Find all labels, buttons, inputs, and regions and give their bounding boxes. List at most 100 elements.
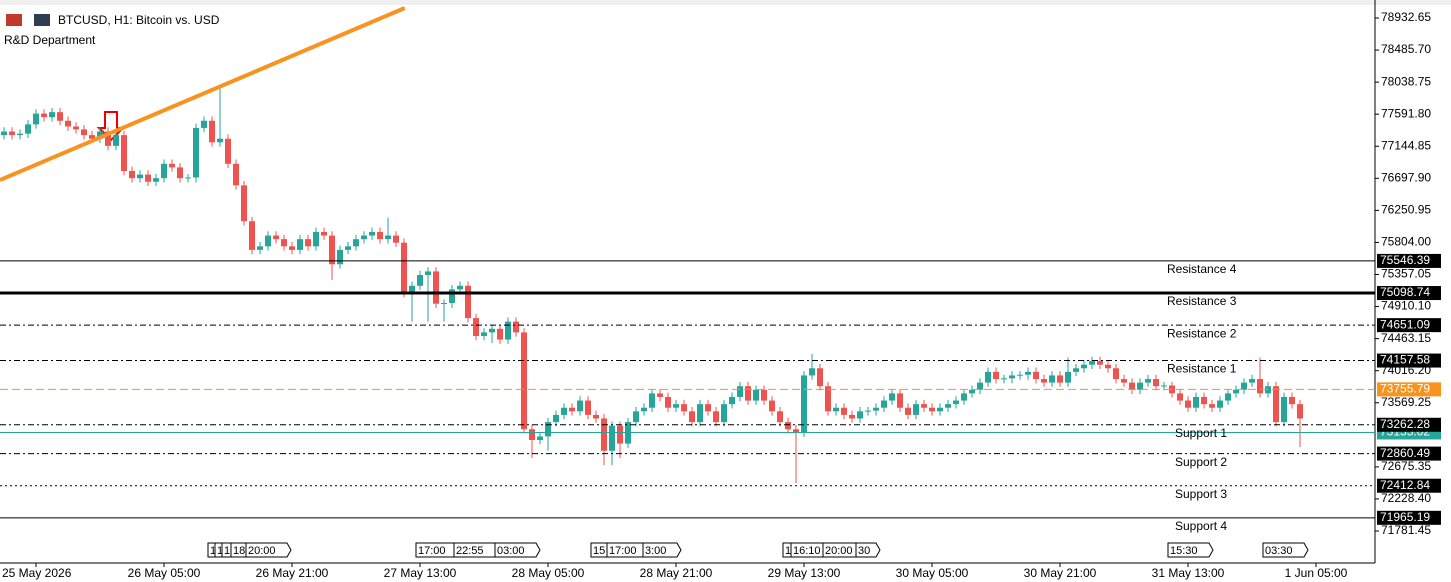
candle-body [681,404,687,412]
candle-body [137,174,143,179]
candle-body [33,113,39,125]
y-tick-label: 77591.80 [1381,106,1431,120]
candle-body [665,396,671,408]
candle-body [769,400,775,412]
candle-body [57,112,63,121]
y-tick-label: 77144.85 [1381,138,1431,152]
candle-body [457,285,463,290]
y-tick-label: 72228.40 [1381,491,1431,505]
candle-body [193,127,199,178]
candle-body [553,414,559,423]
event-flag [1262,542,1309,558]
chart-title: BTCUSD, H1: Bitcoin vs. USD [58,13,220,27]
level-value-box [1377,353,1441,368]
event-label: 18 [233,545,245,557]
event-label: 1 [210,545,216,557]
y-tick-label: 74910.10 [1381,299,1431,313]
symbol-icons [6,14,50,26]
candle-body [1233,389,1239,394]
candle-body [705,404,711,412]
candle-body [721,404,727,423]
candle-body [113,135,119,146]
icon [6,14,22,26]
candle-body [65,120,71,127]
x-tick-label: 30 May 21:00 [1024,566,1097,580]
level-value-box [1377,510,1441,525]
y-tick-label: 78485.70 [1381,42,1431,56]
candle-body [561,407,567,415]
level-name: Support 3 [1175,487,1227,501]
candle-body [1297,404,1303,419]
candle-body [329,235,335,265]
event-label: 3:00 [645,545,666,557]
candle-body [817,368,823,387]
event-label: 22:55 [456,545,484,557]
candle-body [345,246,351,250]
candle-body [393,235,399,243]
candle-body [545,422,551,437]
candle-body [257,246,263,250]
candle-body [241,185,247,222]
event-label: 03:30 [1265,545,1293,557]
candle-body [713,411,719,423]
candle-body [977,382,983,390]
candle-body [217,138,223,143]
candle-body [673,404,679,408]
event-label: 30 [858,545,870,557]
event-label: 17:00 [609,545,637,557]
candle-body [273,235,279,240]
event-flag [494,542,541,558]
candle-body [401,242,407,293]
candle-body [905,407,911,415]
level-name: Support 1 [1175,426,1227,440]
candle-body [1105,364,1111,369]
candle-body [377,231,383,240]
level-value: 72412.84 [1380,478,1430,492]
candle-body [321,231,327,236]
level-name: Support 4 [1175,519,1227,533]
candle-body [921,404,927,408]
candle-body [9,131,15,136]
candle-body [729,396,735,405]
event-flag [855,542,881,558]
candle-body [25,124,31,134]
candle-body [689,411,695,423]
x-tick-label: 26 May 05:00 [128,566,201,580]
trendline [0,6,406,182]
candle-body [913,404,919,415]
candle-body [385,235,391,240]
candle-body [353,239,359,247]
x-tick-label: 28 May 21:00 [640,566,713,580]
candle-body [233,163,239,186]
candle-body [1041,379,1047,383]
event-label: 15:30 [1170,545,1198,557]
x-tick-label: 30 May 05:00 [896,566,969,580]
candle-body [73,126,79,130]
candle-body [1161,385,1167,387]
candle-body [793,429,799,433]
level-value: 73262.28 [1380,417,1430,431]
level-value-box [1377,286,1441,301]
candle-body [465,285,471,319]
candle-body [1001,378,1007,380]
candle-body [129,170,135,179]
candle-body [801,375,807,433]
candle-body [89,135,95,139]
candle-body [1153,379,1159,387]
candle-body [1137,382,1143,390]
candle-body [441,302,447,304]
candle-body [657,393,663,397]
level-name: Resistance 2 [1167,326,1237,340]
candle-body [1209,404,1215,408]
candle-body [1097,361,1103,365]
candle-body [481,332,487,336]
chart-subtitle: R&D Department [4,33,96,47]
candle-body [313,231,319,247]
candle-body [961,393,967,401]
candle-body [1057,375,1063,383]
candle-body [121,135,127,171]
candle-body [49,112,55,118]
candle-body [641,407,647,412]
